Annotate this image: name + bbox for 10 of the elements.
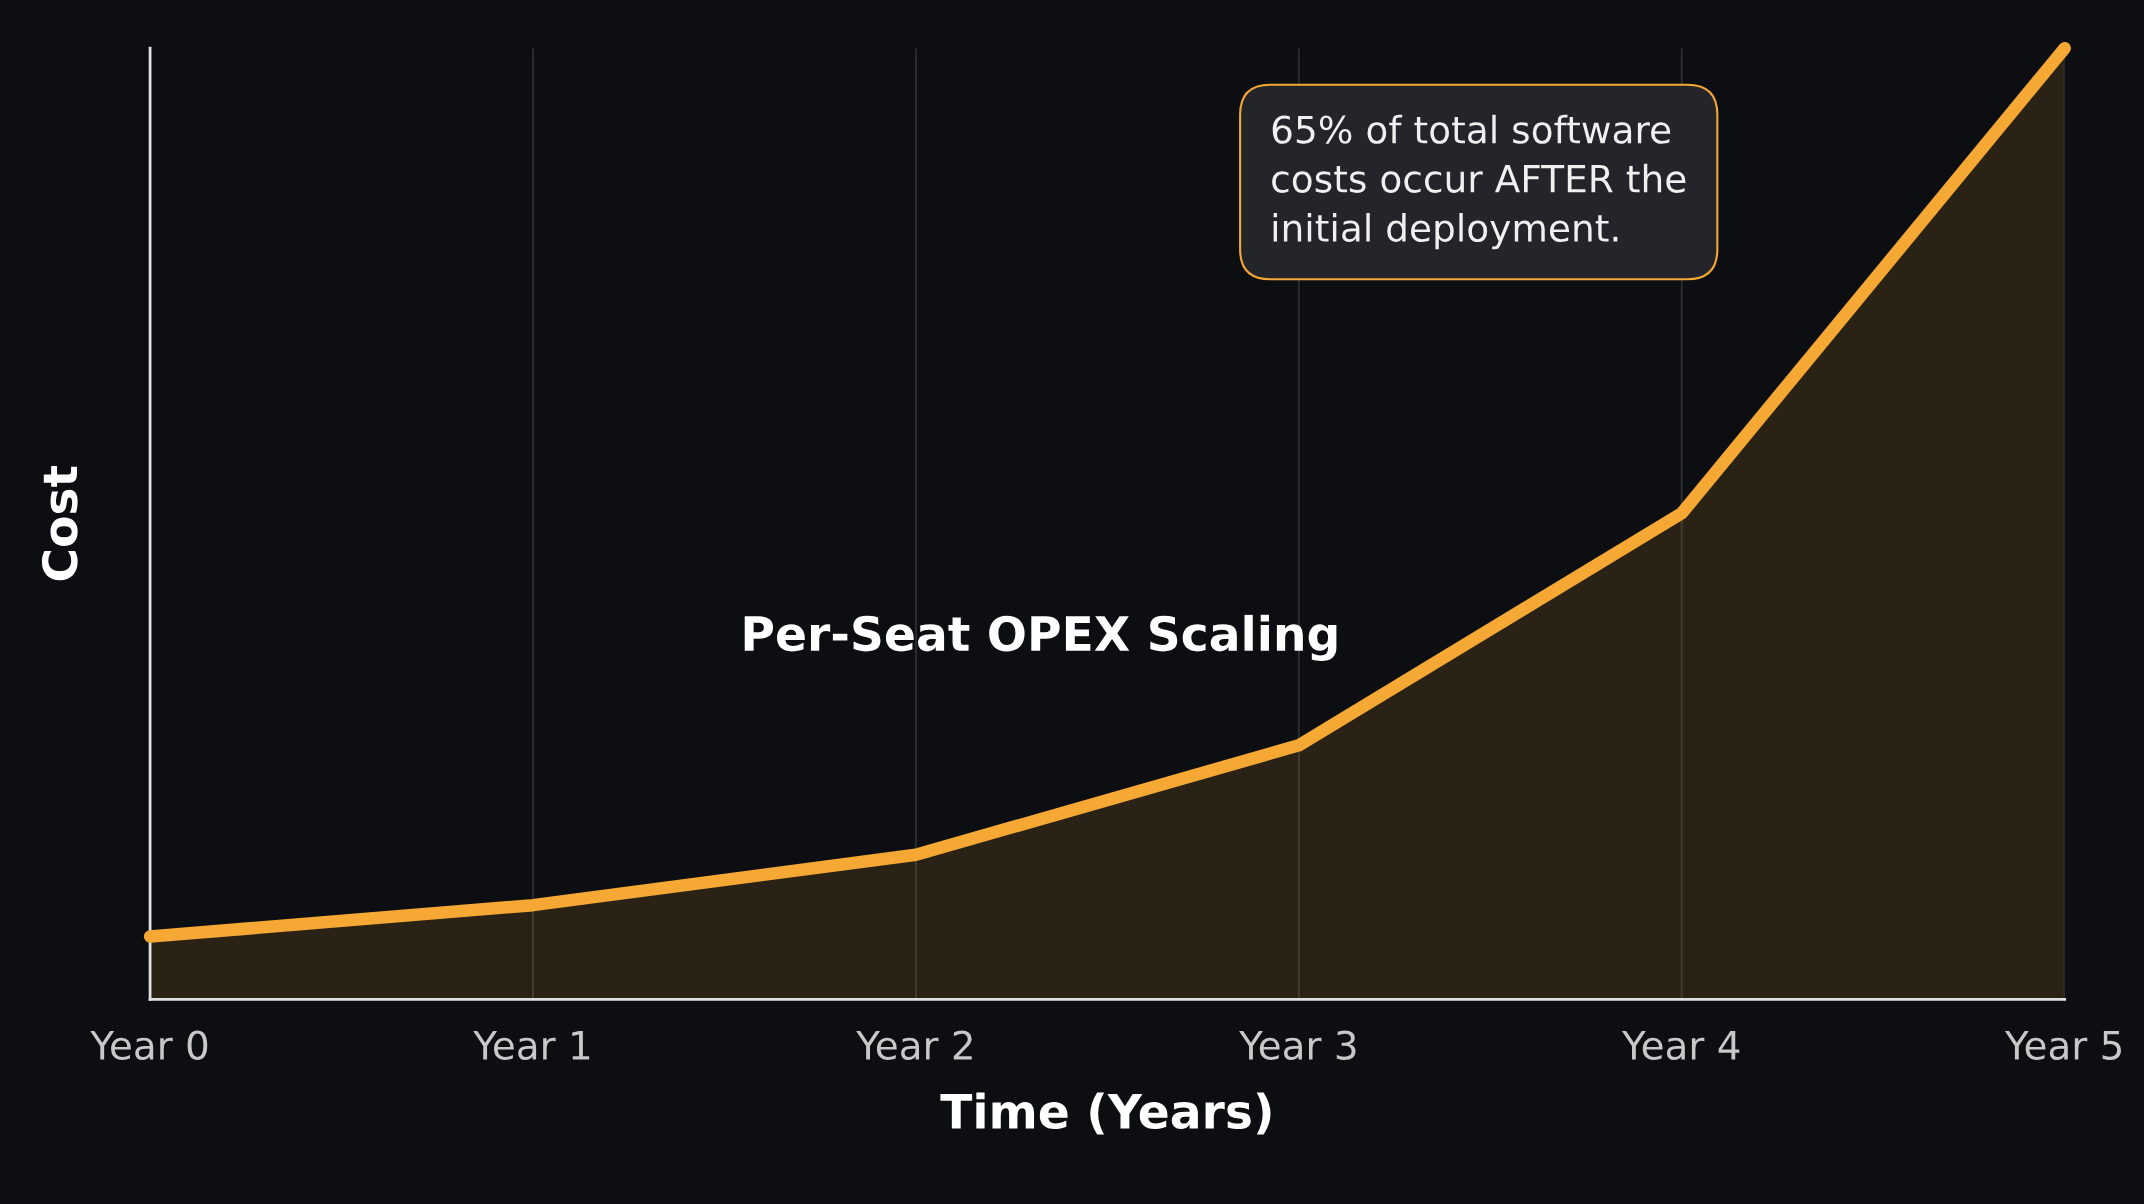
x-axis-title: Time (Years) xyxy=(940,1092,1271,1135)
annotation: 65% of total software costs occur AFTER the initial deployment. xyxy=(1272,114,1686,250)
x-tick-label: Year 1 xyxy=(473,1031,590,1060)
x-tick-label: Year 5 xyxy=(2004,1031,2121,1060)
x-tick-label: Year 0 xyxy=(90,1030,208,1060)
y-axis-title: Cost xyxy=(41,465,78,581)
x-tick-label: Year 2 xyxy=(856,1030,972,1060)
x-tick-label: Year 3 xyxy=(1239,1030,1356,1060)
series-label: Per-Seat OPEX Scaling xyxy=(744,614,1337,661)
x-tick-label: Year 4 xyxy=(1621,1031,1740,1060)
